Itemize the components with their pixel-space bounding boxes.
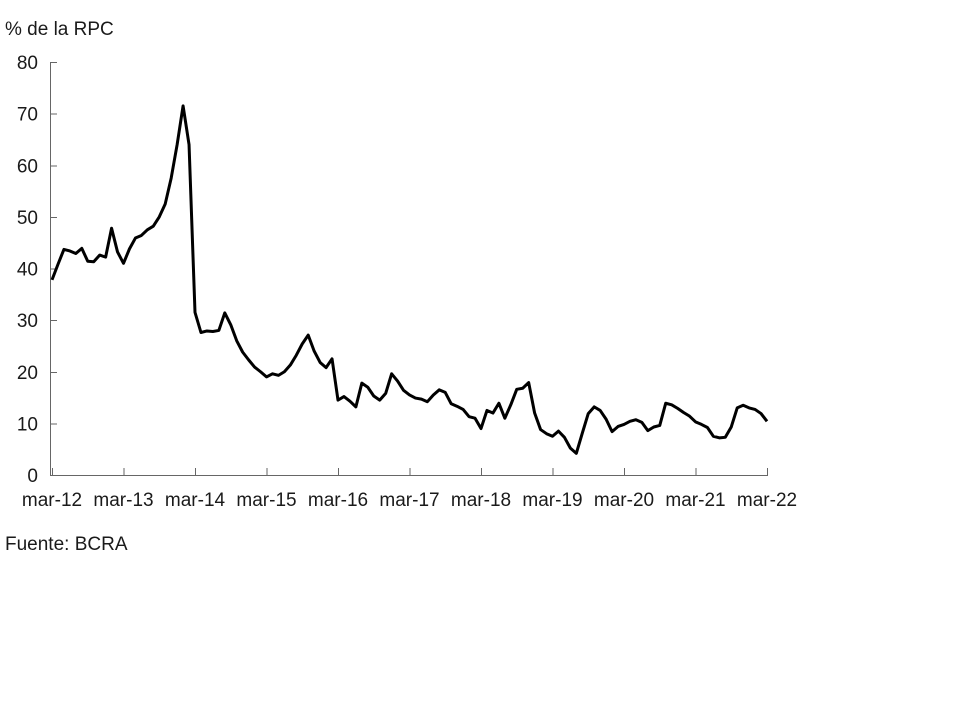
x-tick-label: mar-20 [594, 490, 654, 511]
x-tick-label: mar-13 [93, 490, 153, 511]
y-axis-labels: 0 10 20 30 40 50 60 70 80 [17, 53, 38, 487]
y-tick-label: 70 [17, 105, 38, 126]
y-tick-label: 80 [17, 53, 38, 74]
x-tick-label: mar-21 [665, 490, 725, 511]
x-tick-label: mar-14 [165, 490, 226, 511]
x-axis-labels: mar-12 mar-13 mar-14 mar-15 mar-16 mar-17 mar-… [22, 490, 797, 511]
x-axis-ticks [52, 468, 768, 475]
chart-title: % de la RPC [5, 19, 114, 40]
data-line [50, 104, 769, 455]
x-tick-label: mar-17 [379, 490, 439, 511]
x-tick-label: mar-16 [308, 490, 368, 511]
x-tick-label: mar-12 [22, 490, 82, 511]
y-tick-label: 10 [17, 414, 38, 435]
x-tick-label: mar-18 [451, 490, 511, 511]
source-note: Fuente: BCRA [5, 534, 128, 555]
y-tick-label: 50 [17, 208, 38, 229]
x-tick-label: mar-22 [737, 490, 797, 511]
y-tick-label: 60 [17, 156, 38, 177]
x-tick-label: mar-19 [522, 490, 582, 511]
y-tick-label: 20 [17, 363, 38, 384]
x-tick-label: mar-15 [236, 490, 296, 511]
axes [50, 62, 768, 476]
y-tick-label: 0 [27, 466, 38, 487]
y-tick-label: 30 [17, 311, 38, 332]
y-tick-label: 40 [17, 260, 38, 281]
